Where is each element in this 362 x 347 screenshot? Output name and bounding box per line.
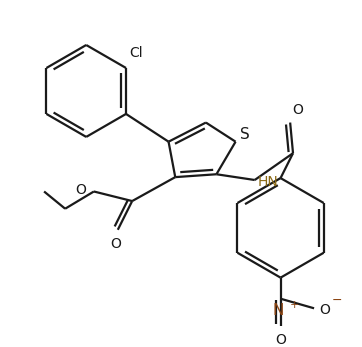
Text: O: O xyxy=(319,303,330,317)
Text: S: S xyxy=(240,127,250,142)
Text: −: − xyxy=(331,294,342,307)
Text: O: O xyxy=(75,183,86,196)
Text: O: O xyxy=(110,237,121,252)
Text: O: O xyxy=(275,333,286,347)
Text: O: O xyxy=(292,103,303,117)
Text: N: N xyxy=(273,303,284,318)
Text: Cl: Cl xyxy=(129,46,143,60)
Text: +: + xyxy=(290,300,299,310)
Text: HN: HN xyxy=(258,175,278,189)
